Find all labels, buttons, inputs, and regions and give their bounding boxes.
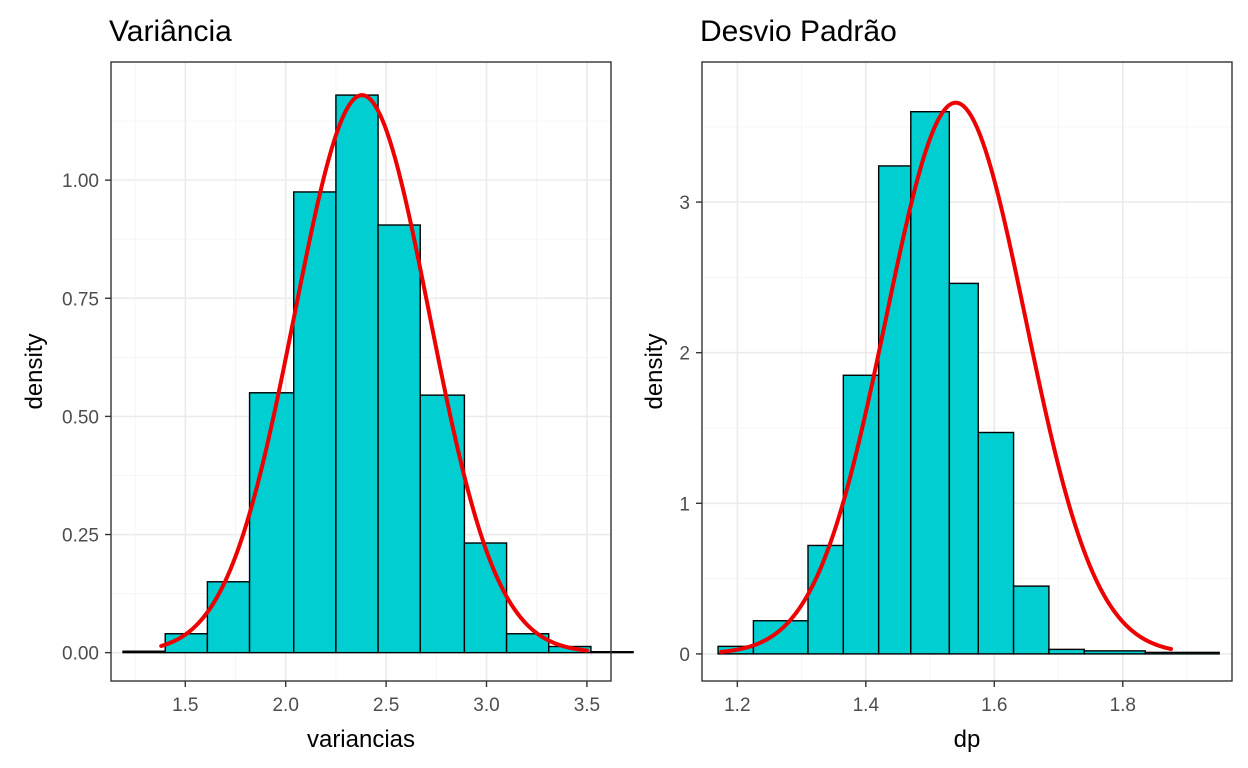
histogram-bar <box>377 224 421 654</box>
x-axis: 1.5 2.0 2.5 3.0 3.5 <box>172 681 600 716</box>
y-tick-label: 0.75 <box>62 289 99 310</box>
y-tick-label: 2 <box>679 344 690 365</box>
x-tick-label: 3.5 <box>574 695 600 716</box>
y-tick-label: 1.00 <box>62 171 99 192</box>
x-tick-label: 1.8 <box>1110 695 1136 716</box>
histogram-bar <box>419 394 466 654</box>
x-tick-label: 1.2 <box>724 695 750 716</box>
x-axis-label: variancias <box>307 726 415 753</box>
chart-title: Desvio Padrão <box>700 15 897 48</box>
density-curve <box>159 93 589 653</box>
y-axis: 0 1 2 3 <box>679 193 702 666</box>
histogram-bar <box>977 431 1015 655</box>
panel-border <box>110 61 612 682</box>
histogram-bar <box>122 650 166 654</box>
histogram-bar <box>293 191 337 654</box>
y-tick-label: 0.25 <box>62 526 99 547</box>
y-axis-label: density <box>641 333 668 409</box>
y-tick-label: 3 <box>679 193 690 214</box>
panel-1: 1.5 2.0 2.5 3.0 3.5 0.00 0.25 0.50 0.75 1.00 Variâ… <box>21 15 634 753</box>
y-tick-label: 1 <box>679 494 690 515</box>
density-curve <box>719 100 1173 654</box>
x-axis-label: dp <box>954 726 981 753</box>
histogram-bar <box>248 392 295 654</box>
histogram-bar <box>877 165 912 655</box>
histogram-bar <box>590 651 634 654</box>
y-tick-label: 0.50 <box>62 407 99 428</box>
histogram-bars <box>122 94 634 654</box>
histogram-bar <box>910 111 951 655</box>
x-tick-label: 1.6 <box>981 695 1007 716</box>
x-tick-label: 2.0 <box>272 695 298 716</box>
chart-title: Variância <box>109 15 232 48</box>
x-axis: 1.2 1.4 1.6 1.8 <box>724 681 1136 716</box>
histogram-bar <box>335 94 379 654</box>
histogram-bar <box>505 633 550 654</box>
histogram-bar <box>948 282 979 655</box>
y-tick-label: 0.00 <box>62 644 99 665</box>
x-tick-label: 1.5 <box>172 695 198 716</box>
y-tick-label: 0 <box>679 645 690 666</box>
histogram-bar <box>752 620 809 655</box>
histogram-bar <box>1048 648 1085 655</box>
x-tick-label: 1.4 <box>853 695 880 716</box>
histogram-bar <box>1012 585 1050 655</box>
histogram-bars <box>717 111 1220 655</box>
histogram-bar <box>842 374 880 655</box>
histogram-bar <box>807 544 845 655</box>
x-tick-label: 2.5 <box>373 695 399 716</box>
y-axis-label: density <box>21 333 48 409</box>
histogram-bar <box>206 581 251 654</box>
x-tick-label: 3.0 <box>473 695 499 716</box>
histogram-bar <box>463 542 508 654</box>
histogram-bar <box>1083 650 1146 655</box>
panel-border <box>701 61 1233 682</box>
panel-2: 1.2 1.4 1.6 1.8 0 1 2 3 Desvio Padrão dp density <box>641 15 1233 753</box>
y-axis: 0.00 0.25 0.50 0.75 1.00 <box>62 171 111 665</box>
histogram-bar <box>1144 651 1220 655</box>
